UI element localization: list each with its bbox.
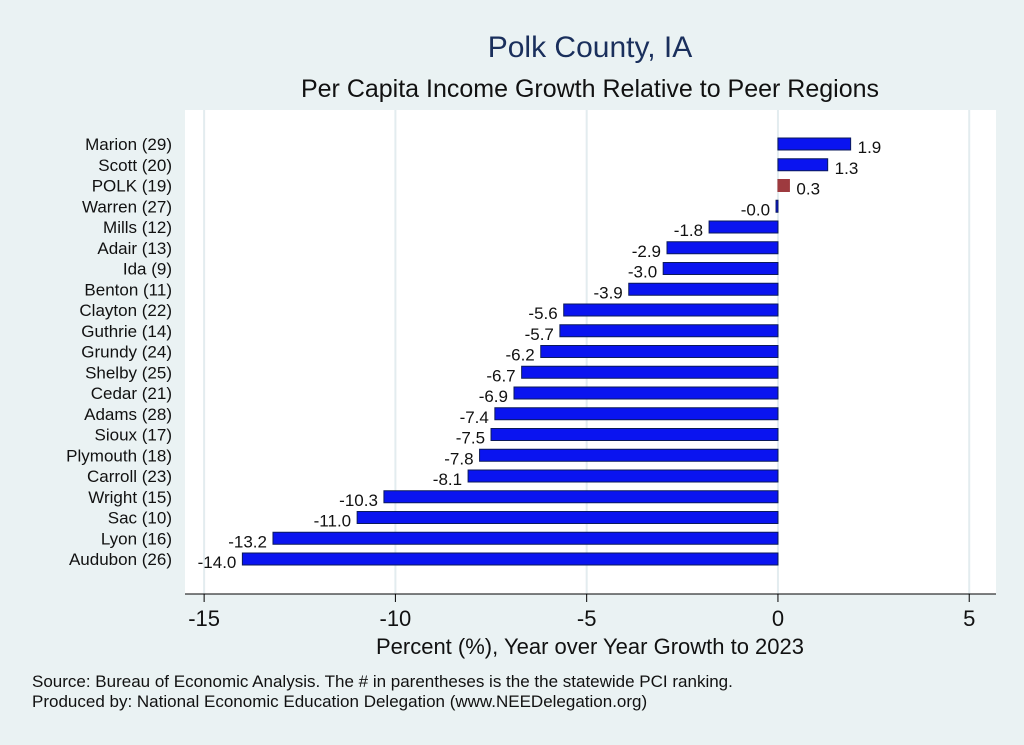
value-label: -6.9	[479, 387, 508, 406]
category-label: Sioux (17)	[95, 426, 172, 445]
value-labels: 1.9 1.3 0.3 -0.0 -1.8 -2.9 -3.0 -3.9 -5.6 -5.7 -6.…	[198, 138, 882, 572]
category-label: Cedar (21)	[91, 384, 172, 403]
bar	[494, 407, 779, 421]
source-note: Source: Bureau of Economic Analysis. The…	[32, 672, 733, 691]
category-label: Clayton (22)	[79, 301, 172, 320]
category-label: Adams (28)	[84, 405, 172, 424]
bar	[272, 531, 779, 545]
bar	[241, 552, 779, 566]
category-label: Shelby (25)	[85, 363, 172, 382]
bar	[540, 345, 779, 358]
category-label: Scott (20)	[98, 156, 172, 175]
bar	[777, 158, 829, 172]
value-label: -6.7	[486, 366, 515, 385]
bar	[467, 469, 779, 483]
category-label: POLK (19)	[92, 177, 172, 196]
category-label: Marion (29)	[85, 135, 172, 154]
value-label: -0.0	[741, 200, 770, 219]
value-label: 1.9	[858, 138, 882, 157]
value-label: -5.6	[528, 304, 557, 323]
category-label: Mills (12)	[103, 218, 172, 237]
value-label: -8.1	[433, 470, 462, 489]
x-axis-title: Percent (%), Year over Year Growth to 20…	[376, 634, 804, 659]
value-label: -10.3	[339, 491, 378, 510]
value-label: -2.9	[632, 242, 661, 261]
category-label: Carroll (23)	[87, 467, 172, 486]
value-label: -3.0	[628, 263, 657, 282]
bar-highlight	[777, 179, 790, 192]
value-label: -14.0	[198, 553, 237, 572]
bars	[241, 137, 852, 566]
category-label: Benton (11)	[84, 280, 172, 299]
x-tick-label: -5	[577, 606, 597, 631]
category-label: Warren (27)	[82, 197, 172, 216]
bar	[662, 262, 779, 275]
value-label: -13.2	[228, 532, 267, 551]
value-label: -7.4	[460, 408, 489, 427]
value-label: -7.8	[444, 449, 473, 468]
bar	[559, 324, 779, 338]
bar	[521, 365, 779, 379]
bar	[490, 428, 779, 441]
category-label: Guthrie (14)	[81, 322, 172, 341]
bar	[628, 282, 779, 296]
chart-title: Polk County, IA	[488, 31, 693, 64]
value-label: -6.2	[505, 346, 534, 365]
bar	[356, 511, 779, 524]
value-label: -3.9	[593, 283, 622, 302]
produced-by-note: Produced by: National Economic Education…	[32, 692, 648, 711]
value-label: 1.3	[835, 159, 859, 178]
bar	[666, 241, 779, 255]
bar	[479, 448, 779, 462]
bar	[563, 303, 779, 317]
value-label: -11.0	[314, 512, 352, 531]
value-label: -5.7	[525, 325, 554, 344]
category-labels: Marion (29) Scott (20) POLK (19)Warren (27…	[66, 135, 172, 569]
category-label: Grundy (24)	[81, 343, 172, 362]
chart-subtitle: Per Capita Income Growth Relative to Pee…	[301, 75, 879, 103]
value-label: -7.5	[456, 429, 485, 448]
bar	[777, 137, 852, 151]
category-label: Sac (10)	[108, 509, 172, 528]
value-label: 0.3	[796, 180, 820, 199]
bar	[708, 220, 779, 234]
x-tick-label: 5	[963, 606, 975, 631]
value-label: -1.8	[674, 221, 703, 240]
x-tick-label: 0	[772, 606, 784, 631]
category-label: Adair (13)	[97, 239, 172, 258]
x-tick-label: -15	[188, 606, 220, 631]
bar	[775, 199, 779, 213]
category-label: Plymouth (18)	[66, 446, 172, 465]
bar	[383, 490, 779, 504]
x-tick-label: -10	[380, 606, 412, 631]
category-label: Audubon (26)	[69, 550, 172, 569]
bar	[513, 386, 779, 400]
category-label: Wright (15)	[88, 488, 172, 507]
category-label: Ida (9)	[123, 260, 172, 279]
x-axis-ticks: -15 -10 -5 0 5	[188, 594, 975, 631]
category-label: Lyon (16)	[101, 529, 172, 548]
